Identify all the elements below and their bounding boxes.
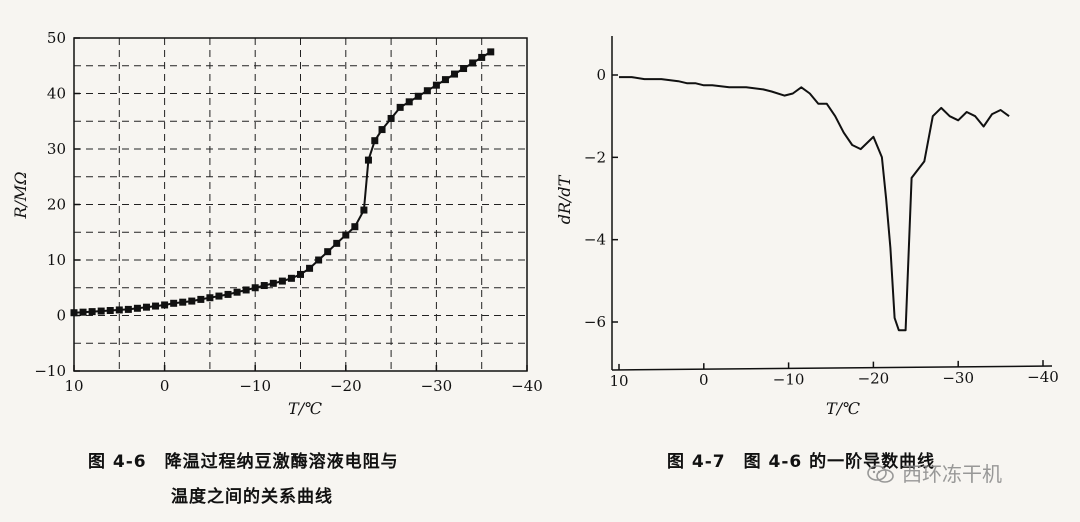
data-point	[469, 59, 477, 67]
y-tick-label: 0	[56, 307, 66, 325]
data-point	[97, 307, 105, 315]
data-point	[364, 156, 372, 164]
data-point	[260, 282, 268, 290]
data-point	[152, 302, 160, 310]
y-tick-label: 10	[47, 251, 66, 269]
data-point	[161, 301, 169, 309]
y-tick-label: 20	[47, 196, 66, 214]
x-tick-label: 10	[64, 377, 83, 395]
y-tick-label: −2	[584, 148, 606, 166]
data-point	[133, 304, 141, 312]
x-tick-label: −10	[239, 377, 271, 395]
x-tick-label: 10	[609, 372, 628, 390]
wechat-icon	[867, 465, 894, 483]
x-tick-labels: 10 0 −10 −20 −30 −40	[609, 368, 1058, 390]
data-point	[142, 303, 150, 311]
y-tick-label: 0	[596, 66, 606, 84]
axes	[611, 36, 1053, 371]
series	[619, 76, 1010, 332]
data-point	[170, 299, 178, 307]
y-axis-label: dR/dT	[555, 174, 574, 224]
data-point	[324, 248, 332, 256]
data-point	[432, 81, 440, 89]
data-point	[188, 297, 196, 305]
y-tick-label: 40	[47, 85, 66, 103]
grid	[74, 38, 527, 371]
x-tick-label: −40	[1027, 368, 1059, 386]
data-point	[278, 277, 286, 285]
data-point	[179, 298, 187, 306]
data-point	[378, 126, 386, 134]
x-axis-label: T/℃	[288, 399, 322, 418]
data-point	[297, 270, 304, 278]
data-point	[88, 308, 96, 316]
data-point	[360, 206, 368, 214]
data-point	[124, 305, 132, 313]
data-point	[460, 65, 468, 73]
data-point	[342, 231, 350, 239]
y-tick-label: −4	[584, 231, 606, 249]
x-axis-line	[611, 365, 1053, 371]
data-point	[197, 295, 205, 303]
data-point	[233, 288, 241, 296]
data-point	[306, 264, 314, 272]
data-point	[441, 76, 449, 84]
series-line	[619, 76, 1010, 332]
y-tick-labels: 0 −2 −4 −6	[584, 66, 606, 331]
data-point	[115, 306, 123, 314]
x-tick-label: 0	[699, 371, 709, 389]
x-tick-label: −20	[330, 377, 362, 395]
axes	[73, 37, 528, 372]
resistance-temperature-chart: 10 0 −10 −20 −30 −40 50 40 30 20 10 0 −10 T/℃ R/MΩ	[11, 29, 543, 418]
y-tick-labels: 50 40 30 20 10 0 −10	[34, 29, 66, 380]
watermark-text: 西环冻干机	[902, 462, 1002, 486]
data-point	[405, 98, 413, 106]
data-point	[315, 256, 323, 264]
data-point	[251, 284, 259, 292]
data-point	[414, 92, 422, 100]
x-tick-label: −40	[511, 377, 543, 395]
data-point	[351, 223, 359, 231]
watermark: 西环冻干机	[866, 458, 1002, 487]
data-point	[206, 294, 214, 302]
data-point	[269, 279, 277, 287]
y-tick-label: 50	[47, 29, 66, 47]
series	[70, 48, 495, 317]
data-point	[487, 48, 495, 56]
x-tick-label: −10	[773, 370, 805, 388]
x-tick-label: −30	[942, 369, 974, 387]
y-axis-label: R/MΩ	[11, 171, 30, 219]
data-point	[451, 70, 459, 78]
derivative-chart: 10 0 −10 −20 −30 −40 0 −2 −4 −6 T/℃ dR/dT	[555, 36, 1059, 418]
figure-4-7-caption: 图 4-7 图 4-6 的一阶导数曲线	[667, 452, 936, 472]
data-point	[371, 137, 379, 145]
y-tick-label: 30	[47, 140, 66, 158]
data-point	[215, 292, 223, 300]
data-point	[70, 309, 78, 317]
figure-4-6-caption-line2: 温度之间的关系曲线	[171, 487, 333, 507]
y-tick-label: −10	[34, 362, 66, 380]
y-tick-label: −6	[584, 313, 606, 331]
data-point	[224, 290, 232, 298]
data-point	[396, 103, 404, 111]
x-tick-label: 0	[160, 377, 170, 395]
data-point	[333, 239, 341, 247]
data-point	[242, 286, 250, 294]
data-point	[423, 87, 431, 95]
data-point	[478, 53, 486, 61]
x-tick-label: −20	[858, 370, 890, 388]
data-point	[287, 274, 295, 282]
data-point	[387, 114, 395, 122]
x-tick-labels: 10 0 −10 −20 −30 −40	[64, 377, 542, 395]
data-point	[106, 307, 114, 315]
data-point	[79, 308, 87, 316]
figure-4-6-caption-line1: 图 4-6 降温过程纳豆激酶溶液电阻与	[88, 452, 399, 472]
x-axis-label: T/℃	[826, 399, 860, 418]
x-tick-label: −30	[421, 377, 453, 395]
